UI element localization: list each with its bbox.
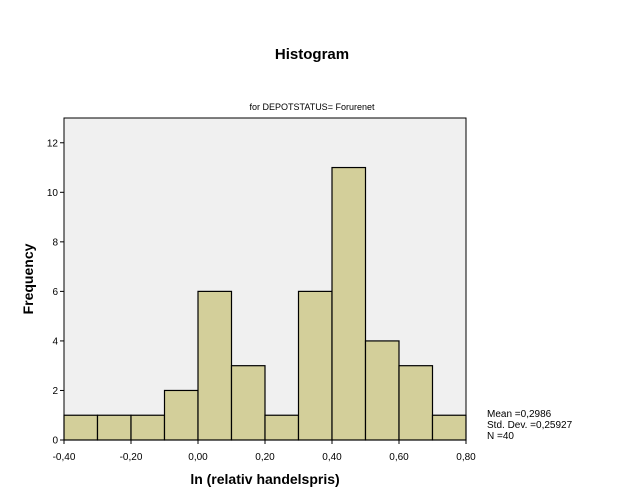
x-tick-label: 0,00 (188, 452, 208, 463)
histogram-bar (297, 290, 333, 441)
y-tick-label: 8 (52, 237, 58, 248)
x-tick-label: 0,40 (322, 452, 342, 463)
plot-area: 0 2 4 6 8 10 12 -0,40 -0,20 0,00 0,20 0,40 0,60 0,80 (47, 117, 476, 463)
histogram-bar (130, 414, 166, 441)
chart-title: Histogram (274, 46, 350, 63)
x-tick-label: 0,80 (456, 452, 476, 463)
y-tick-label: 6 (52, 287, 58, 298)
stats-mean: Mean =0,2986 (487, 409, 552, 420)
x-tick-label: 0,20 (255, 452, 275, 463)
x-axis-label: ln (relativ handelspris) (190, 471, 339, 487)
histogram-bar (63, 414, 99, 441)
stats-std-dev: Std. Dev. =0,25927 (487, 420, 573, 431)
histogram-bar (431, 414, 467, 441)
histogram-bar (264, 414, 300, 441)
chart-subtitle-text: for DEPOTSTATUS= Forurenet (249, 102, 375, 112)
histogram-bar (96, 414, 132, 441)
histogram-bar (197, 290, 233, 441)
y-tick-label: 0 (52, 436, 58, 447)
histogram-bar (364, 340, 400, 441)
y-tick-label: 12 (47, 138, 59, 149)
x-tick-label: -0,20 (120, 452, 143, 463)
chart-subtitle: for DEPOTSTATUS= Forurenet (0, 102, 624, 112)
stats-n: N =40 (487, 431, 514, 442)
histogram-bar (331, 166, 367, 441)
x-tick-label: -0,40 (53, 452, 76, 463)
stats-box: Mean =0,2986 Std. Dev. =0,25927 N =40 (487, 409, 572, 442)
histogram-bar (163, 389, 199, 441)
histogram-bar (230, 365, 266, 441)
histogram-bar (398, 365, 434, 441)
y-axis-label: Frequency (20, 243, 36, 314)
y-tick-label: 4 (52, 336, 58, 347)
y-tick-label: 2 (52, 386, 58, 397)
y-tick-label: 10 (47, 188, 59, 199)
x-tick-label: 0,60 (389, 452, 409, 463)
